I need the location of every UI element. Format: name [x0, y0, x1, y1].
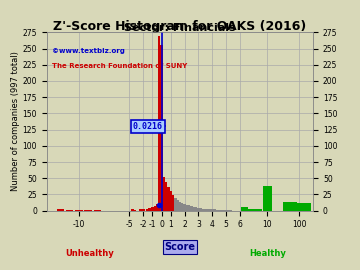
Bar	[193, 207, 195, 211]
Bar	[240, 207, 248, 211]
Bar	[283, 201, 297, 211]
Bar	[172, 195, 174, 211]
Bar	[220, 210, 222, 211]
Bar	[154, 206, 156, 211]
Bar	[161, 45, 163, 211]
Bar	[255, 209, 262, 211]
Bar	[66, 210, 73, 211]
Bar	[204, 209, 206, 211]
Bar	[199, 208, 202, 211]
Y-axis label: Number of companies (997 total): Number of companies (997 total)	[11, 52, 20, 191]
Bar	[179, 201, 181, 211]
Bar	[188, 205, 190, 211]
Bar	[248, 209, 255, 211]
Bar	[222, 210, 225, 211]
Bar	[211, 209, 213, 211]
Bar	[227, 210, 229, 211]
Bar	[297, 203, 311, 211]
Bar	[213, 209, 216, 211]
Bar	[148, 208, 150, 211]
Bar	[202, 209, 204, 211]
Text: Score: Score	[165, 242, 195, 252]
Text: Unhealthy: Unhealthy	[65, 249, 114, 258]
Bar	[225, 210, 227, 211]
Bar	[206, 209, 209, 211]
Bar	[94, 210, 101, 211]
Text: ©www.textbiz.org: ©www.textbiz.org	[52, 48, 125, 55]
Bar	[149, 208, 152, 211]
Bar	[146, 209, 148, 211]
Bar	[176, 200, 179, 211]
Bar	[139, 209, 142, 211]
Bar	[184, 204, 186, 211]
Bar	[197, 208, 199, 211]
Bar	[216, 210, 218, 211]
Bar	[134, 210, 136, 211]
Bar	[186, 205, 188, 211]
Bar	[195, 207, 197, 211]
Bar	[142, 209, 145, 211]
Bar	[181, 203, 184, 211]
Bar	[263, 186, 272, 211]
Text: Sector: Financials: Sector: Financials	[124, 23, 236, 33]
Bar	[209, 209, 211, 211]
Bar	[75, 210, 83, 211]
Text: 0.0216: 0.0216	[133, 122, 163, 131]
Bar	[218, 210, 220, 211]
Bar	[131, 209, 134, 211]
Bar	[151, 207, 154, 211]
Bar	[229, 210, 232, 211]
Bar	[85, 210, 92, 211]
Bar	[170, 191, 172, 211]
Title: Z'-Score Histogram for OAKS (2016): Z'-Score Histogram for OAKS (2016)	[53, 20, 307, 33]
Bar	[57, 209, 64, 211]
Bar	[163, 177, 165, 211]
Bar	[156, 204, 158, 211]
Bar	[190, 206, 193, 211]
Text: The Research Foundation of SUNY: The Research Foundation of SUNY	[52, 63, 187, 69]
Text: Healthy: Healthy	[249, 249, 286, 258]
Bar	[165, 182, 167, 211]
Bar	[174, 198, 176, 211]
Bar	[158, 36, 161, 211]
Bar	[167, 187, 170, 211]
